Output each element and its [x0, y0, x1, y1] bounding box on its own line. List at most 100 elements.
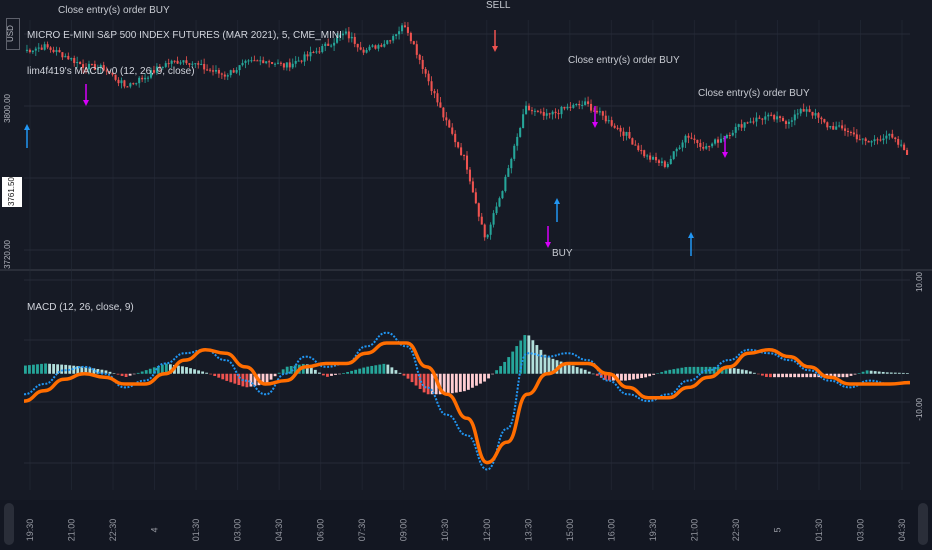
annotation-sell: SELL	[486, 0, 511, 11]
histogram-bar	[905, 373, 909, 374]
candle-body	[436, 93, 439, 103]
candle-body	[294, 60, 297, 64]
candle-body	[176, 60, 179, 64]
histogram-bar	[338, 373, 341, 375]
candle-body	[728, 135, 731, 137]
histogram-bar	[197, 370, 200, 374]
histogram-bar	[507, 357, 511, 374]
candle-body	[200, 63, 203, 65]
histogram-bar	[209, 373, 213, 375]
histogram-bar	[479, 373, 482, 384]
candle-body	[634, 144, 637, 146]
candle-body	[427, 73, 430, 82]
candle-body	[829, 125, 832, 128]
marker-buy-3-head	[688, 232, 694, 238]
time-tick-label: 10:30	[440, 519, 450, 542]
histogram-bar	[233, 373, 237, 384]
histogram-bar	[724, 366, 728, 374]
histogram-bar	[712, 366, 716, 374]
candle-body	[838, 125, 841, 127]
candle-body	[545, 113, 548, 116]
histogram-bar	[644, 373, 648, 378]
candle-body	[43, 44, 46, 50]
histogram-bar	[140, 371, 144, 374]
histogram-bar	[36, 364, 39, 374]
histogram-bar	[748, 371, 752, 374]
candle-body	[903, 144, 906, 151]
candle-body	[471, 181, 474, 193]
histogram-bar	[418, 373, 422, 389]
candle-body	[82, 64, 85, 68]
time-tick-label: 19:30	[648, 519, 658, 542]
candle-body	[203, 63, 206, 70]
candle-body	[279, 62, 282, 64]
candle-body	[678, 147, 681, 149]
histogram-bar	[499, 366, 503, 374]
candle-body	[761, 118, 764, 120]
histogram-bar	[438, 373, 442, 395]
histogram-bar	[265, 373, 269, 384]
candle-body	[55, 50, 58, 53]
candle-body	[268, 61, 271, 63]
candle-body	[652, 156, 655, 160]
histogram-bar	[503, 361, 507, 374]
candle-body	[188, 63, 191, 65]
histogram-bar	[24, 365, 27, 374]
candle-body	[386, 40, 389, 44]
candle-body	[610, 120, 613, 126]
candle-body	[448, 120, 451, 128]
histogram-bar	[136, 372, 140, 374]
candle-body	[164, 63, 167, 67]
histogram-bar	[668, 369, 672, 374]
axes: 19:30 21:00 22:30 4 01:30 03:00 04:30 06:00 07:3…	[25, 519, 907, 542]
candle-body	[344, 31, 347, 34]
candle-body	[504, 176, 507, 192]
time-tick-label: 19:30	[25, 519, 35, 542]
candle-body	[161, 66, 164, 68]
candle-body	[288, 62, 291, 68]
candle-body	[297, 60, 300, 62]
candle-body	[253, 60, 256, 62]
histogram-bar	[700, 366, 704, 374]
candle-body	[318, 51, 321, 53]
histogram-bar	[595, 373, 599, 376]
histogram-bar	[889, 372, 893, 374]
candle-body	[96, 68, 99, 70]
histogram-bar	[261, 373, 265, 385]
candle-body	[495, 206, 498, 214]
candle-body	[587, 101, 590, 104]
histogram-bar	[80, 366, 84, 374]
histogram-bar	[865, 370, 869, 374]
price-candles	[25, 21, 909, 241]
candle-body	[525, 105, 528, 115]
candle-body	[276, 62, 280, 64]
histogram-bar	[785, 373, 788, 378]
histogram-bar	[571, 365, 575, 374]
time-tick-label: 21:00	[689, 519, 699, 542]
macd-histogram	[24, 335, 909, 395]
candle-body	[412, 41, 415, 45]
histogram-bar	[32, 364, 35, 374]
histogram-bar	[756, 373, 760, 375]
candle-body	[814, 113, 817, 116]
candle-body	[888, 133, 891, 136]
histogram-bar	[511, 351, 515, 374]
histogram-bar	[269, 373, 273, 380]
candle-body	[442, 107, 445, 118]
candle-body	[802, 109, 805, 112]
candle-body	[711, 143, 714, 147]
candle-body	[406, 27, 409, 33]
candle-body	[790, 120, 793, 122]
marker-buy-exit-head	[545, 242, 551, 248]
candle-body	[250, 60, 253, 62]
currency-badge[interactable]: USD	[6, 18, 20, 50]
candle-body	[672, 151, 675, 159]
time-tick-label: 22:30	[731, 519, 741, 542]
candle-body	[601, 111, 604, 116]
macd-label-neg10: -10.00	[915, 398, 924, 421]
candle-body	[510, 158, 513, 169]
histogram-bar	[322, 373, 325, 376]
candle-body	[353, 36, 356, 44]
